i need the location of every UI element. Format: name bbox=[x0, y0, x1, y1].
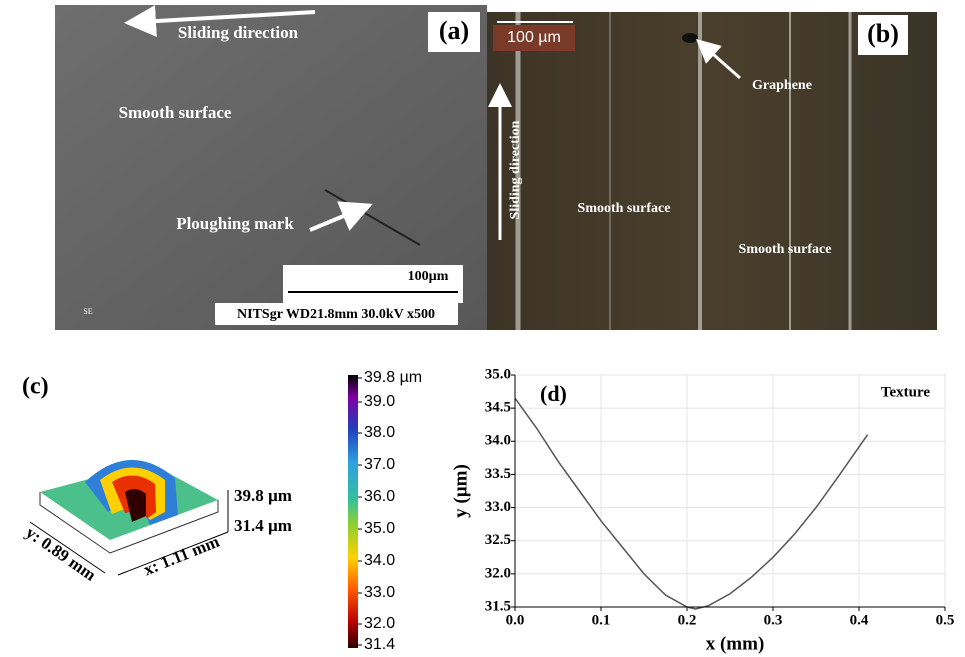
dim-label: y: 0.89 mm bbox=[22, 523, 99, 585]
panel-a: (a) Sliding direction Smooth surface Plo… bbox=[55, 5, 487, 330]
colorbar-label: 32.0 bbox=[364, 615, 395, 632]
annotation: Smooth surface bbox=[119, 103, 232, 122]
panel-label: (d) bbox=[540, 381, 567, 406]
info-text: NITSgr WD21.8mm 30.0kV x500 bbox=[237, 307, 435, 322]
chart: (d) Texture x (mm) y (µm) 0.0 0.1 0.2 0.3 0.… bbox=[450, 366, 954, 654]
annotation: Smooth surface bbox=[739, 242, 832, 257]
figure: (a) Sliding direction Smooth surface Plo… bbox=[0, 0, 965, 657]
optical-image bbox=[487, 12, 937, 330]
x-tick-label: 0.5 bbox=[936, 612, 955, 628]
graphene-spot bbox=[682, 33, 698, 43]
colorbar-label: 34.0 bbox=[364, 552, 395, 569]
y-tick-label: 32.0 bbox=[485, 565, 511, 581]
x-axis-title: x (mm) bbox=[706, 633, 765, 654]
legend-entry: Texture bbox=[881, 384, 931, 400]
x-tick-label: 0.4 bbox=[850, 612, 869, 628]
y-tick-label: 31.5 bbox=[485, 598, 511, 614]
scale-label: 100 µm bbox=[507, 29, 561, 46]
annotation: Graphene bbox=[752, 78, 812, 93]
dim-label: x: 1.11 mm bbox=[141, 532, 222, 580]
y-tick-label: 35.0 bbox=[485, 366, 511, 382]
x-tick-label: 0.2 bbox=[678, 612, 697, 628]
panel-b: 100 µm (b) Graphene Sliding direction Sm… bbox=[487, 12, 937, 330]
annotation: Smooth surface bbox=[578, 201, 671, 216]
x-tick-label: 0.3 bbox=[764, 612, 783, 628]
colorbar bbox=[348, 375, 358, 648]
mode-text: SE bbox=[83, 307, 92, 316]
colorbar-label: 35.0 bbox=[364, 520, 395, 537]
z-label: 39.8 µm bbox=[234, 486, 292, 505]
y-tick-label: 32.5 bbox=[485, 532, 511, 548]
colorbar-ticks: 39.8 µm 39.0 38.0 37.0 36.0 35.0 34.0 33.0 32.0 3… bbox=[358, 369, 422, 653]
y-tick-label: 34.5 bbox=[485, 400, 511, 416]
colorbar-label: 39.8 µm bbox=[364, 369, 422, 386]
colorbar-label: 37.0 bbox=[364, 456, 395, 473]
scale-label: 100µm bbox=[408, 269, 449, 284]
y-tick-label: 33.0 bbox=[485, 499, 511, 515]
panel-c: (c) 39.8 µm 31.4 µm y: 0.89 mm x: 1.11 m… bbox=[22, 369, 422, 653]
y-axis-title: y (µm) bbox=[450, 464, 471, 518]
colorbar-label: 38.0 bbox=[364, 424, 395, 441]
annotation: Sliding direction bbox=[178, 23, 299, 42]
y-tick-label: 34.0 bbox=[485, 433, 511, 449]
x-tick-label: 0.1 bbox=[592, 612, 611, 628]
z-label: 31.4 µm bbox=[234, 516, 292, 535]
y-tick-label: 33.5 bbox=[485, 466, 511, 482]
annotation: Sliding direction bbox=[508, 120, 523, 219]
panel-label: (b) bbox=[867, 19, 899, 48]
annotation: Ploughing mark bbox=[176, 214, 294, 233]
colorbar-label: 36.0 bbox=[364, 488, 395, 505]
panel-label: (a) bbox=[439, 16, 469, 45]
colorbar-label: 39.0 bbox=[364, 393, 395, 410]
x-tick-label: 0.0 bbox=[506, 612, 525, 628]
colorbar-label: 33.0 bbox=[364, 584, 395, 601]
panel-label: (c) bbox=[22, 374, 49, 400]
colorbar-label: 31.4 bbox=[364, 636, 395, 653]
